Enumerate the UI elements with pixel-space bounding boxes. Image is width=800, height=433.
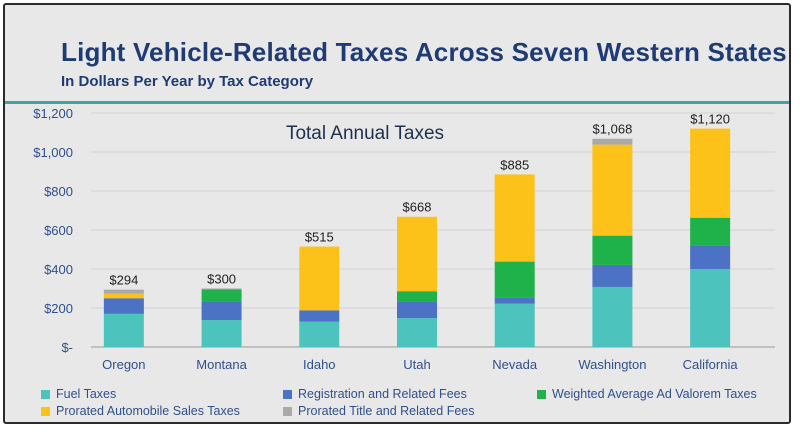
bar-total-label: $885 [500, 157, 529, 172]
y-tick-label: $600 [44, 223, 73, 238]
legend-swatch [41, 406, 50, 416]
bar-segment [592, 235, 633, 265]
bar-segment [397, 291, 437, 302]
legend-label: Prorated Title and Related Fees [298, 404, 475, 418]
x-tick-label: Idaho [303, 357, 336, 372]
bar-segment [103, 313, 144, 347]
bar-segment [397, 318, 437, 347]
bar-segment [299, 321, 340, 347]
y-tick-label: $800 [44, 184, 73, 199]
legend-item: Prorated Automobile Sales Taxes [41, 404, 240, 418]
x-tick-label: Oregon [102, 357, 145, 372]
chart-legend: Fuel Taxes Registration and Related Fees W… [41, 387, 791, 423]
bar-total-label: $300 [207, 272, 236, 287]
bar-segment [201, 288, 242, 290]
legend-label: Weighted Average Ad Valorem Taxes [552, 387, 757, 401]
legend-item: Prorated Title and Related Fees [283, 404, 475, 418]
legend-swatch [283, 389, 292, 399]
bar-segment [690, 245, 731, 269]
x-tick-label: Nevada [492, 357, 538, 372]
bar-total-label: $515 [305, 230, 334, 245]
bar-segment [690, 217, 731, 246]
y-tick-label: $1,000 [33, 145, 73, 160]
bar-segment [103, 298, 144, 314]
legend-label: Fuel Taxes [56, 387, 117, 401]
legend-label: Registration and Related Fees [298, 387, 467, 401]
page-subtitle: In Dollars Per Year by Tax Category [61, 73, 314, 90]
stacked-bar-chart: $- $200 $400 $600 $800 $1,000 $1,200 Total Annu… [33, 106, 775, 372]
bar-segment [299, 246, 340, 311]
bar-segment [397, 301, 437, 319]
bar-segment [397, 216, 437, 292]
bar-segment [494, 297, 535, 304]
bar-segment [690, 269, 731, 347]
bar-total-label: $294 [109, 273, 138, 288]
bar-segment [592, 138, 633, 145]
bar-segment [494, 261, 535, 298]
legend-item: Registration and Related Fees [283, 387, 467, 401]
bar-segment [103, 293, 144, 299]
bar-segment [494, 303, 535, 347]
y-tick-label: $1,200 [33, 106, 73, 121]
x-tick-label: Washington [578, 357, 646, 372]
legend-swatch [537, 389, 546, 399]
bar-segment [103, 289, 144, 294]
y-tick-label: $- [61, 340, 73, 355]
chart-title: Total Annual Taxes [286, 123, 444, 144]
page-title: Light Vehicle-Related Taxes Across Seven… [61, 37, 787, 67]
y-tick-label: $400 [44, 262, 73, 277]
bar-segment [592, 144, 633, 236]
bar-segment [201, 320, 242, 347]
bar-segment [201, 301, 242, 321]
bar-segment [201, 289, 242, 302]
y-tick-label: $200 [44, 301, 73, 316]
bar-segment [690, 128, 731, 218]
legend-swatch [283, 406, 292, 416]
legend-swatch [41, 389, 50, 399]
legend-label: Prorated Automobile Sales Taxes [56, 404, 240, 418]
title-divider [5, 101, 789, 104]
bar-segment [592, 286, 633, 347]
legend-item: Weighted Average Ad Valorem Taxes [537, 387, 757, 401]
bar-segment [592, 264, 633, 287]
x-tick-label: California [683, 357, 739, 372]
bar-segment [299, 310, 340, 322]
bar-total-label: $668 [403, 200, 432, 215]
x-tick-label: Utah [403, 357, 430, 372]
bar-total-label: $1,120 [690, 112, 730, 127]
bar-total-label: $1,068 [593, 122, 633, 137]
x-tick-label: Montana [196, 357, 247, 372]
legend-item: Fuel Taxes [41, 387, 116, 401]
chart-frame: Light Vehicle-Related Taxes Across Seven… [3, 3, 791, 424]
bar-segment [494, 174, 535, 262]
